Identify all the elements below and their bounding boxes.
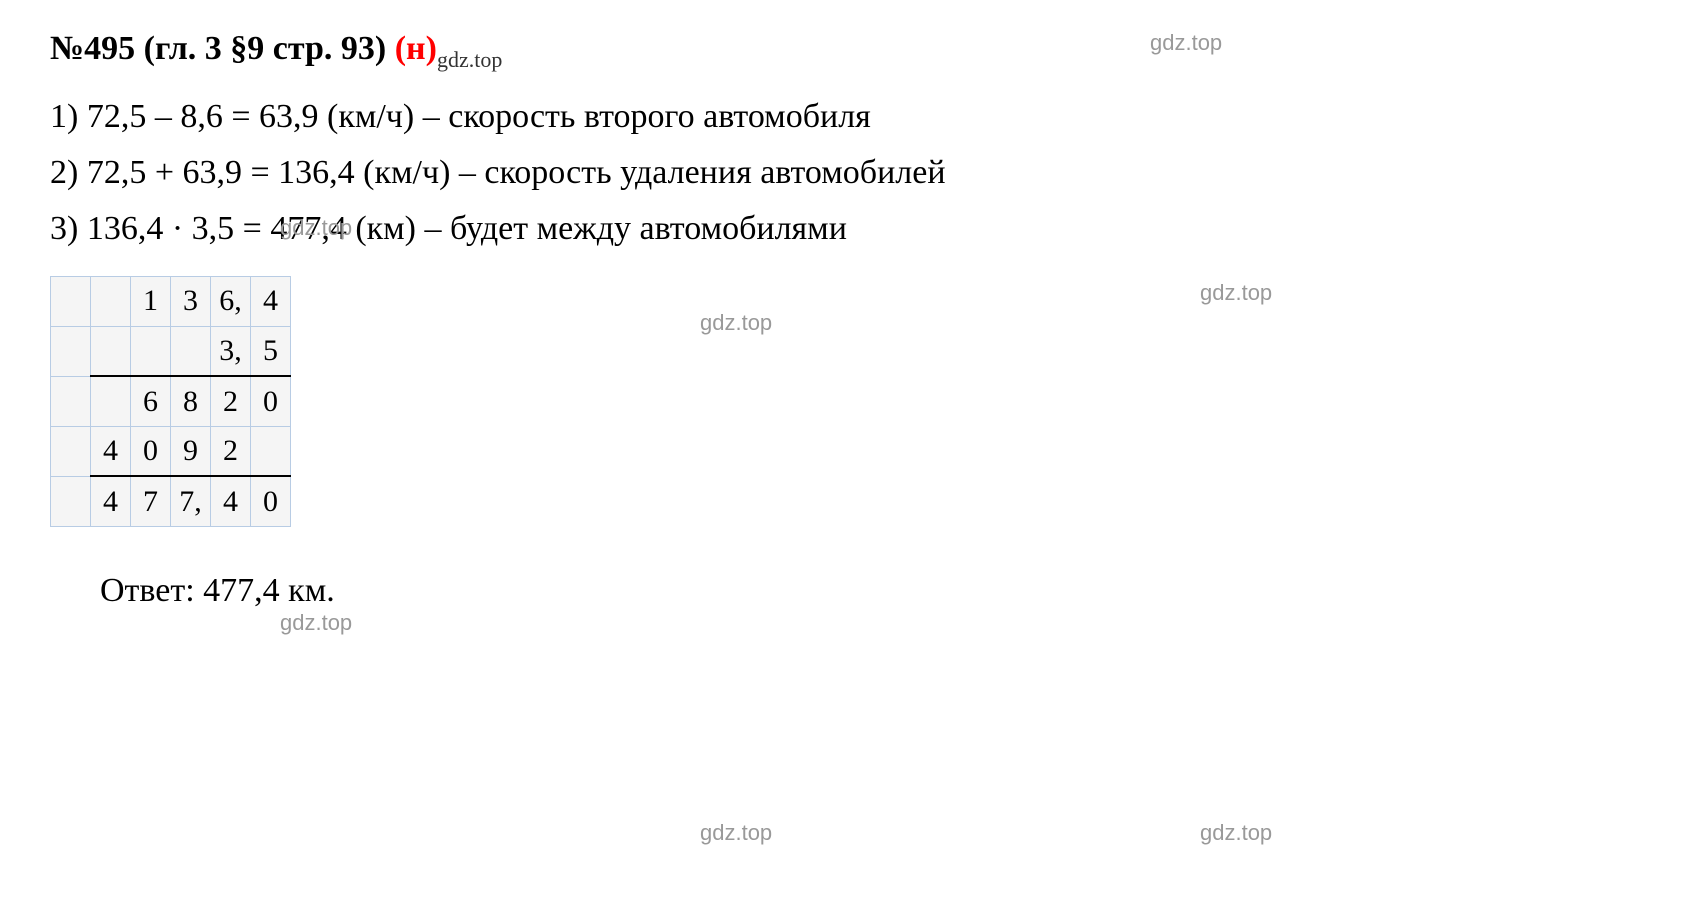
cell: 3 (171, 276, 211, 326)
cell: 4 (251, 276, 291, 326)
cell (91, 276, 131, 326)
answer-value: 477,4 км. (203, 572, 335, 609)
cell: 4 (91, 426, 131, 476)
calculation-grid: 1 3 6, 4 3, 5 6 8 2 0 4 0 9 2 (50, 276, 291, 527)
watermark-mid-3: gdz.top (1200, 280, 1272, 306)
cell (171, 326, 211, 376)
problem-reference: (гл. 3 §9 стр. 93) (135, 30, 395, 67)
cell (131, 326, 171, 376)
cell: 0 (131, 426, 171, 476)
answer-label: Ответ: (100, 572, 203, 609)
answer-line: Ответ: 477,4 км. (100, 572, 1645, 610)
mult-row-5: 4 7 7, 4 0 (51, 476, 291, 526)
cell: 2 (211, 376, 251, 426)
cell: 9 (171, 426, 211, 476)
problem-marker: (н) (395, 30, 437, 67)
problem-number: №495 (50, 30, 135, 67)
cell: 0 (251, 376, 291, 426)
cell: 8 (171, 376, 211, 426)
watermark-mid-2: gdz.top (700, 310, 772, 336)
cell: 4 (91, 476, 131, 526)
solution-step-3: 3) 136,4 · 3,5 = 477,4 (км) – будет межд… (50, 210, 1645, 248)
cell: 5 (251, 326, 291, 376)
mult-row-3: 6 8 2 0 (51, 376, 291, 426)
cell: 1 (131, 276, 171, 326)
cell: 2 (211, 426, 251, 476)
cell: 6, (211, 276, 251, 326)
cell (51, 426, 91, 476)
cell: 0 (251, 476, 291, 526)
solution-step-2: 2) 72,5 + 63,9 = 136,4 (км/ч) – скорость… (50, 154, 1645, 192)
cell: 7 (131, 476, 171, 526)
cell (51, 276, 91, 326)
mult-row-1: 1 3 6, 4 (51, 276, 291, 326)
cell (91, 376, 131, 426)
watermark-bottom-3: gdz.top (1200, 820, 1272, 846)
cell: 7, (171, 476, 211, 526)
cell: 4 (211, 476, 251, 526)
watermark-bottom-2: gdz.top (700, 820, 772, 846)
cell: 6 (131, 376, 171, 426)
mult-row-2: 3, 5 (51, 326, 291, 376)
cell (51, 326, 91, 376)
problem-header: №495 (гл. 3 §9 стр. 93) (н)gdz.top (50, 30, 1645, 73)
multiplication-work: × + 1 3 6, 4 3, 5 6 8 2 0 4 (50, 276, 291, 527)
cell (91, 326, 131, 376)
solution-step-1: 1) 72,5 – 8,6 = 63,9 (км/ч) – скорость в… (50, 98, 1645, 136)
watermark-bottom-1: gdz.top (280, 610, 352, 636)
cell: 3, (211, 326, 251, 376)
header-watermark: gdz.top (437, 47, 502, 72)
cell (251, 426, 291, 476)
mult-row-4: 4 0 9 2 (51, 426, 291, 476)
cell (51, 376, 91, 426)
cell (51, 476, 91, 526)
